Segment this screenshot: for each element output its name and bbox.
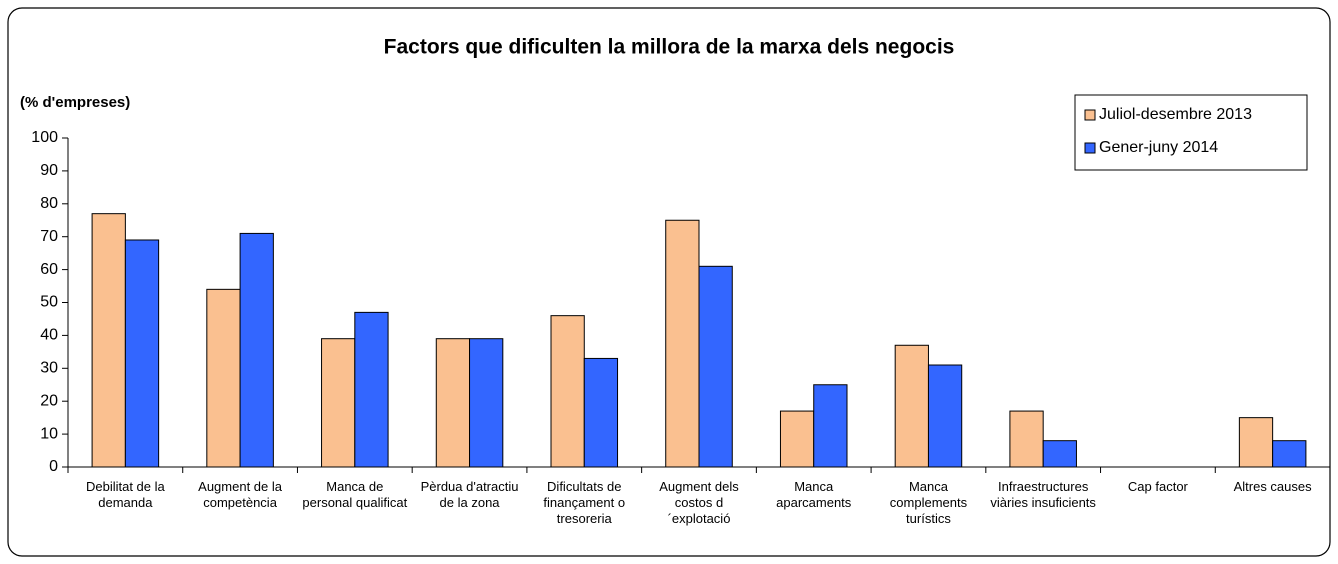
y-tick-label: 20 — [40, 392, 58, 409]
bar — [321, 338, 356, 468]
y-tick-label: 100 — [31, 129, 58, 146]
x-tick-label: Cap factor — [1127, 479, 1188, 494]
x-tick-label: Augment de la competència — [198, 479, 282, 510]
bar — [894, 344, 929, 468]
y-tick-label: 40 — [40, 327, 58, 344]
bar — [1272, 440, 1307, 468]
y-tick-label: 90 — [40, 162, 58, 179]
bar — [550, 315, 585, 468]
bar — [583, 357, 619, 468]
bar — [1009, 410, 1044, 468]
bar — [206, 288, 241, 468]
bar — [239, 232, 274, 468]
x-tick-label: Manca complements turístics — [889, 479, 968, 526]
x-tick-label: Debilitat de la demanda — [85, 479, 165, 510]
legend-box — [1074, 94, 1308, 171]
y-tick-label: 50 — [40, 294, 58, 311]
bar — [698, 265, 733, 468]
bar — [1042, 440, 1077, 468]
x-tick-label: Altres causes — [1233, 479, 1312, 494]
y-tick-label: 80 — [40, 195, 58, 212]
y-tick-label: 0 — [49, 458, 58, 475]
bar — [124, 239, 160, 468]
x-tick-label: Manca aparcaments — [776, 479, 852, 510]
y-axis-label: (% d'empreses) — [20, 94, 130, 111]
bar — [1238, 417, 1274, 468]
chart-title: Factors que dificulten la millora de la … — [384, 36, 955, 59]
bar — [354, 311, 389, 468]
bar — [813, 384, 848, 468]
bar — [435, 338, 471, 468]
bar — [779, 410, 815, 468]
legend-label: Gener-juny 2014 — [1099, 139, 1218, 156]
bar — [91, 213, 126, 468]
legend-swatch — [1084, 109, 1096, 121]
x-tick-label: Pèrdua d'atractiu de la zona — [420, 479, 519, 510]
x-tick-label: Infraestructures viàries insuficients — [990, 479, 1096, 510]
bar — [469, 338, 504, 468]
y-tick-label: 10 — [40, 425, 58, 442]
legend-swatch — [1084, 142, 1096, 154]
y-tick-label: 70 — [40, 228, 58, 245]
legend-label: Juliol-desembre 2013 — [1099, 106, 1252, 123]
bar — [665, 219, 700, 468]
x-tick-label: Augment dels costos d´explotació — [659, 479, 739, 526]
y-tick-label: 30 — [40, 360, 58, 377]
y-tick-label: 60 — [40, 261, 58, 278]
x-tick-label: Manca de personal qualificat — [302, 479, 408, 510]
bar — [927, 364, 963, 468]
x-tick-label: Dificultats de finançament o tresoreria — [543, 479, 626, 526]
